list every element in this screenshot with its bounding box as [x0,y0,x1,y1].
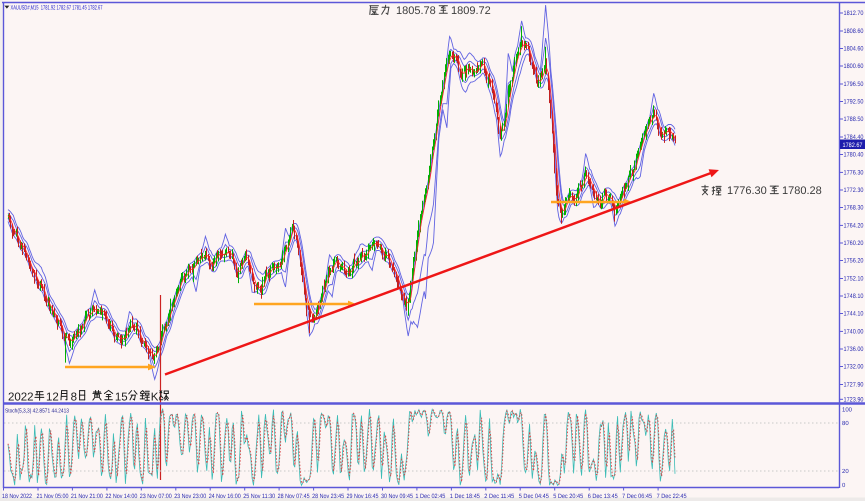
svg-text:1772.30: 1772.30 [844,187,864,194]
svg-text:1736.00: 1736.00 [844,346,864,353]
svg-text:24 Nov 16:00: 24 Nov 16:00 [209,493,241,500]
svg-text:29 Nov 16:45: 29 Nov 16:45 [347,493,379,500]
svg-text:7 Dec 22:45: 7 Dec 22:45 [657,493,687,500]
svg-text:5 Dec 20:45: 5 Dec 20:45 [553,493,583,500]
svg-text:22 Nov 14:00: 22 Nov 14:00 [105,493,137,500]
svg-text:80: 80 [842,420,849,427]
svg-text:30 Nov 09:45: 30 Nov 09:45 [381,493,413,500]
svg-text:12: 12 [46,391,59,403]
svg-text:25 Nov 11:30: 25 Nov 11:30 [243,493,275,500]
svg-text:1748.10: 1748.10 [844,293,864,300]
svg-text:6 Dec 13:45: 6 Dec 13:45 [588,493,618,500]
svg-text:1744.10: 1744.10 [844,311,864,318]
svg-text:1740.00: 1740.00 [844,329,864,336]
svg-text:28 Nov 23:45: 28 Nov 23:45 [312,493,344,500]
svg-text:1780.40: 1780.40 [844,152,864,159]
svg-text:1800.60: 1800.60 [844,63,864,70]
svg-text:1760.20: 1760.20 [844,240,864,247]
svg-text:1776.30: 1776.30 [727,185,767,197]
svg-text:28 Nov 07:45: 28 Nov 07:45 [278,493,310,500]
svg-text:20: 20 [842,468,849,475]
svg-text:23 Nov 07:00: 23 Nov 07:00 [140,493,172,500]
svg-text:1804.60: 1804.60 [844,46,864,53]
svg-text:1768.30: 1768.30 [844,205,864,212]
svg-text:8: 8 [71,391,77,403]
svg-text:1796.50: 1796.50 [844,81,864,88]
svg-text:1756.20: 1756.20 [844,258,864,265]
svg-text:1809.72: 1809.72 [451,5,491,17]
svg-text:23 Nov 23:00: 23 Nov 23:00 [174,493,206,500]
svg-text:18 Nov 2022: 18 Nov 2022 [2,493,32,500]
svg-text:1 Dec 02:45: 1 Dec 02:45 [415,493,445,500]
svg-text:2 Dec 11:45: 2 Dec 11:45 [484,493,514,500]
svg-text:1727.90: 1727.90 [844,382,864,389]
svg-text:1812.70: 1812.70 [844,10,864,17]
svg-text:1792.50: 1792.50 [844,99,864,106]
svg-text:1 Dec 18:45: 1 Dec 18:45 [450,493,480,500]
svg-text:0: 0 [842,482,846,489]
svg-text:K: K [151,391,159,403]
svg-text:100: 100 [842,407,853,414]
svg-text:1723.90: 1723.90 [844,397,864,404]
svg-text:7 Dec 06:45: 7 Dec 06:45 [622,493,652,500]
svg-text:1752.10: 1752.10 [844,276,864,283]
svg-text:2022: 2022 [8,391,34,403]
svg-text:1764.20: 1764.20 [844,223,864,230]
svg-text:1776.30: 1776.30 [844,170,864,177]
svg-text:1732.00: 1732.00 [844,364,864,371]
svg-text:1780.28: 1780.28 [782,185,822,197]
svg-text:Stoch(5,3,3) 42.8571 44.2413: Stoch(5,3,3) 42.8571 44.2413 [5,408,69,415]
svg-text:1788.50: 1788.50 [844,116,864,123]
svg-text:1782.67: 1782.67 [843,142,863,149]
svg-text:1805.78: 1805.78 [396,5,436,17]
svg-text:1808.60: 1808.60 [844,28,864,35]
svg-text:21 Nov 21:00: 21 Nov 21:00 [71,493,103,500]
svg-text:5 Dec 04:45: 5 Dec 04:45 [519,493,549,500]
svg-text:1784.40: 1784.40 [844,134,864,141]
svg-text:XAUUSD#,M15 1781.92 1782.67 1: XAUUSD#,M15 1781.92 1782.67 1781.45 1782… [11,5,103,12]
svg-text:15: 15 [115,391,128,403]
svg-text:21 Nov 05:00: 21 Nov 05:00 [37,493,69,500]
